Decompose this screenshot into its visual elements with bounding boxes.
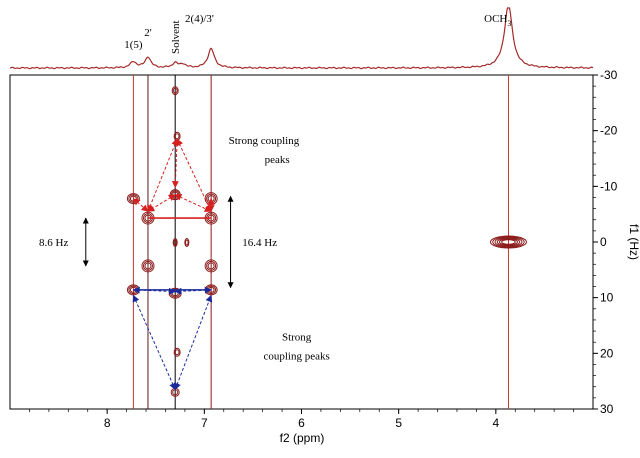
x-axis-label: f2 (ppm) — [280, 431, 325, 445]
y-axis: -30 -20 -10 0 10 20 30 — [593, 68, 618, 416]
contour-peak-8 — [184, 238, 190, 248]
contour-peak-0 — [171, 86, 179, 96]
red-arrow-1 — [176, 138, 212, 213]
contour-ring — [496, 237, 521, 247]
annotation-text-0: Strong coupling — [229, 135, 300, 147]
contour-ring — [501, 239, 516, 245]
projection-spectrum — [9, 7, 594, 70]
contour-ring — [174, 349, 180, 356]
x-tick-label-0: 8 — [104, 416, 111, 430]
y-tick-label-3: 0 — [600, 235, 607, 249]
y-tick-label-4: 10 — [600, 291, 614, 305]
contour-ring — [204, 259, 218, 273]
contour-peak-9 — [141, 259, 155, 273]
contour-ring — [141, 259, 155, 273]
peak-label-3: 2(4)/3' — [185, 13, 214, 25]
contour-peak-16 — [489, 235, 527, 249]
contour-ring — [498, 238, 518, 246]
contour-peak-7 — [172, 238, 178, 248]
peak-label-0: 1(5) — [124, 39, 143, 51]
red-arrow-4 — [174, 194, 212, 212]
red-arrow-0 — [147, 138, 179, 213]
contour-ring — [171, 86, 179, 96]
blue-arrow-0 — [132, 294, 176, 391]
contour-ring — [173, 239, 177, 246]
x-axis: 8 7 6 5 4 — [29, 409, 574, 430]
contour-ring — [206, 260, 217, 271]
blue-arrow-1 — [174, 294, 213, 391]
contour-ring — [185, 239, 189, 246]
y-tick-label-6: 30 — [600, 402, 614, 416]
peak-label-1: 2' — [144, 27, 152, 39]
x-tick-label-1: 7 — [201, 416, 208, 430]
peak-label-2: Solvent — [170, 20, 182, 54]
contour-ring — [172, 238, 178, 248]
contour-ring — [207, 262, 215, 270]
y-tick-label-2: -10 — [600, 179, 618, 193]
annotation-text-1: peaks — [265, 154, 290, 166]
x-tick-label-4: 4 — [492, 416, 499, 430]
annotation-text-3: coupling peaks — [263, 350, 329, 362]
projection-trace — [9, 7, 594, 70]
contour-peak-14 — [173, 347, 181, 357]
contour-ring — [184, 238, 190, 248]
contour-ring — [494, 237, 523, 247]
blue-arrow-3 — [174, 286, 212, 295]
y-tick-label-5: 20 — [600, 346, 614, 360]
contour-ring — [489, 235, 527, 249]
contour-peak-10 — [204, 259, 218, 273]
coupling-label-0: 8.6 Hz — [39, 237, 68, 249]
annotation-text-2: Strong — [282, 332, 312, 344]
contour-ring — [174, 133, 180, 140]
contour-ring — [144, 262, 152, 270]
contour-ring — [172, 87, 178, 94]
y-axis-label: f1 (Hz) — [627, 224, 640, 260]
contour-ring — [142, 260, 153, 271]
x-tick-label-2: 6 — [298, 416, 305, 430]
red-arrow-5 — [132, 198, 149, 212]
x-tick-label-3: 5 — [395, 416, 402, 430]
annotations: 8.6 Hz 16.4 Hz Strong coupling peaks Strong c… — [39, 135, 330, 362]
y-tick-label-0: -30 — [600, 68, 618, 82]
red-arrow-3 — [147, 194, 176, 212]
coupling-connectors — [132, 138, 215, 391]
blue-arrow-2 — [132, 286, 176, 295]
coupling-label-1: 16.4 Hz — [242, 237, 277, 249]
y-tick-label-1: -20 — [600, 124, 618, 138]
red-arrow-2 — [171, 138, 181, 189]
peak-label-4: OCH3 — [484, 13, 511, 28]
contour-ring — [492, 236, 525, 248]
